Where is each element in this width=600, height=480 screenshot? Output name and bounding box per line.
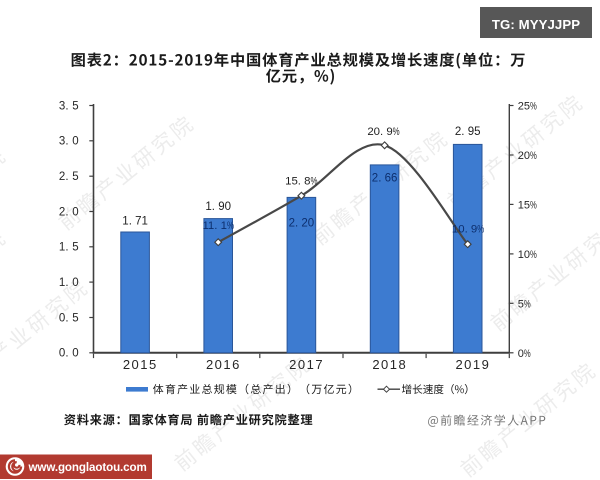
svg-text:0. 0: 0. 0 xyxy=(59,348,79,360)
svg-text:1. 71: 1. 71 xyxy=(122,216,148,228)
svg-text:0%: 0% xyxy=(518,348,531,360)
svg-text:2. 95: 2. 95 xyxy=(455,126,481,138)
svg-text:2016: 2016 xyxy=(206,357,241,372)
svg-text:3. 0: 3. 0 xyxy=(59,136,79,148)
svg-text:20. 9%: 20. 9% xyxy=(367,126,399,138)
svg-text:11. 1%: 11. 1% xyxy=(202,220,234,232)
svg-text:3. 5: 3. 5 xyxy=(59,100,79,112)
svg-text:2. 66: 2. 66 xyxy=(372,173,398,185)
svg-text:10. 9%: 10. 9% xyxy=(452,223,484,235)
svg-text:2015: 2015 xyxy=(123,357,158,372)
svg-text:1. 90: 1. 90 xyxy=(205,201,231,213)
svg-text:www.gonglaotou.com: www.gonglaotou.com xyxy=(28,461,147,474)
svg-text:2019: 2019 xyxy=(455,357,490,372)
svg-text:25%: 25% xyxy=(518,101,537,113)
svg-text:2017: 2017 xyxy=(289,357,324,372)
svg-text:20%: 20% xyxy=(518,150,537,162)
svg-text:2018: 2018 xyxy=(372,357,407,372)
svg-text:2. 0: 2. 0 xyxy=(59,206,79,218)
svg-text:TG: MYYJJPP: TG: MYYJJPP xyxy=(492,17,580,32)
svg-text:0. 5: 0. 5 xyxy=(59,312,79,324)
svg-text:15. 8%: 15. 8% xyxy=(285,176,317,188)
svg-text:1. 0: 1. 0 xyxy=(59,277,79,289)
svg-text:2. 20: 2. 20 xyxy=(289,218,315,230)
svg-text:2. 5: 2. 5 xyxy=(59,171,79,183)
svg-text:15%: 15% xyxy=(518,199,537,211)
svg-text:5%: 5% xyxy=(518,298,531,310)
svg-text:10%: 10% xyxy=(518,249,537,261)
svg-text:1. 5: 1. 5 xyxy=(59,242,79,254)
